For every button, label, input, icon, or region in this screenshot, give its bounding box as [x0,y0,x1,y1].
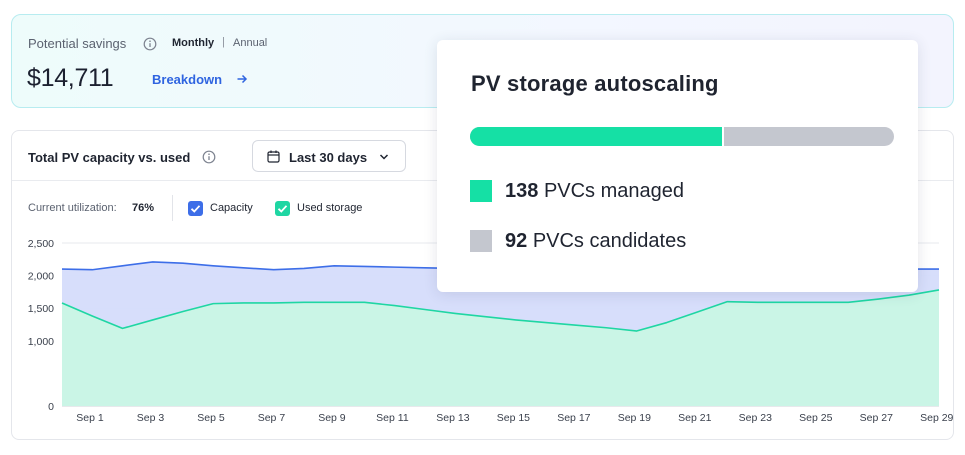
toggle-annual[interactable]: Annual [233,37,268,49]
candidates-count: 92 [505,230,528,252]
x-tick-label: Sep 11 [376,412,409,424]
y-tick-label: 2,500 [28,238,54,250]
x-tick-label: Sep 7 [258,412,286,424]
x-tick-label: Sep 1 [76,412,104,424]
chart-title: Total PV capacity vs. used [28,150,191,165]
managed-count: 138 [505,180,539,202]
autoscaling-progress-bar [470,127,894,146]
savings-value: $14,711 [27,64,114,92]
checkmark-icon [277,205,288,213]
x-tick-label: Sep 13 [436,412,469,424]
x-tick-label: Sep 23 [739,412,772,424]
x-tick-label: Sep 17 [557,412,590,424]
pv-autoscaling-popover: PV storage autoscaling 138 PVCs managed … [437,40,918,292]
managed-swatch [470,180,492,202]
autoscaling-progress-fill [470,127,725,146]
y-tick-label: 0 [48,401,54,413]
legend-used-storage-label[interactable]: Used storage [297,202,363,214]
x-tick-label: Sep 3 [137,412,165,424]
pvcs-managed-stat: 138 PVCs managed [505,180,684,203]
y-tick-label: 1,000 [28,336,54,348]
pvcs-candidates-stat: 92 PVCs candidates [505,230,686,253]
date-range-label: Last 30 days [289,150,368,165]
legend-capacity-label[interactable]: Capacity [210,202,253,214]
chevron-down-icon [379,154,389,160]
toggle-monthly[interactable]: Monthly [172,37,215,49]
y-tick-label: 2,000 [28,271,54,283]
arrow-right-icon[interactable] [236,73,248,85]
utilization-value: 76% [132,202,155,214]
x-tick-label: Sep 25 [799,412,832,424]
info-icon[interactable] [143,37,157,51]
x-tick-label: Sep 19 [618,412,651,424]
popover-title: PV storage autoscaling [471,71,719,96]
x-tick-label: Sep 5 [197,412,225,424]
utilization-label: Current utilization: [28,202,117,214]
x-tick-label: Sep 9 [318,412,346,424]
breakdown-link[interactable]: Breakdown [152,72,223,87]
used-storage-checkbox[interactable] [275,201,290,216]
checkmark-icon [190,205,201,213]
x-tick-label: Sep 15 [497,412,530,424]
candidates-swatch [470,230,492,252]
date-range-dropdown[interactable]: Last 30 days [252,140,406,172]
legend-divider [172,195,173,221]
x-tick-label: Sep 27 [860,412,893,424]
y-tick-label: 1,500 [28,303,54,315]
info-icon[interactable] [202,150,216,164]
capacity-area-chart: 0 1,000 1,500 2,000 2,500 Sep 1 Sep 3 Sep 5 Sep … [28,238,954,424]
series-area [62,289,939,406]
capacity-checkbox[interactable] [188,201,203,216]
candidates-label: PVCs candidates [532,230,687,252]
calendar-icon [267,150,280,163]
savings-label: Potential savings [28,36,127,51]
x-tick-label: Sep 21 [678,412,711,424]
x-tick-label: Sep 29 [920,412,953,424]
series-line [61,289,940,332]
toggle-separator: | [222,36,225,48]
managed-label: PVCs managed [543,180,685,202]
